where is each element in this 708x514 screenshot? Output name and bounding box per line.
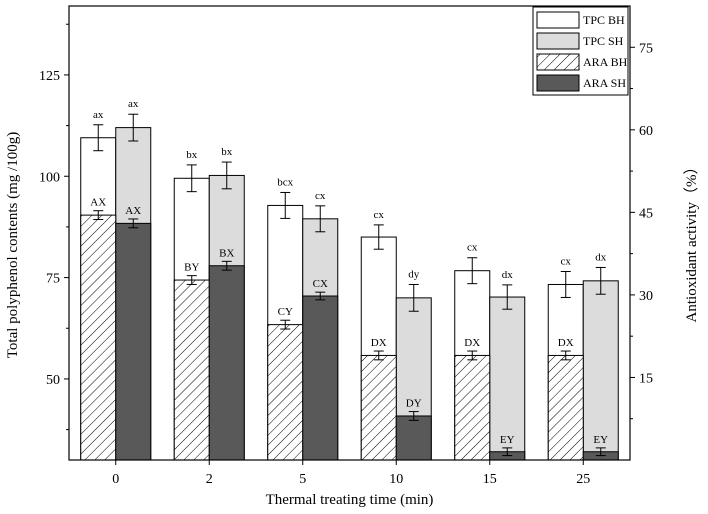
bars-layer: ax ax AX AX bx bx BY BX bcx cx CY CX cx dy DX DY cx dx DX E…: [80, 98, 619, 461]
x-tick-label: 0: [112, 472, 119, 487]
tpc-bh-error-bar: [186, 164, 197, 193]
tpc-sh-error-bar: [128, 113, 139, 142]
legend-label: ARA BH: [583, 55, 628, 69]
ara-sh-bar: [395, 415, 432, 461]
ara-bh-sig-label: CY: [278, 306, 293, 318]
legend-swatch: [536, 53, 580, 71]
ara-sh-sig-label: AX: [125, 205, 141, 217]
ara-bh-sig-label: AX: [90, 197, 106, 209]
tpc-sh-bar: [489, 296, 526, 461]
y2-tick-label: 30: [639, 289, 653, 304]
tpc-bh-sig-label: bcx: [277, 176, 293, 188]
ara-sh-sig-label: EY: [593, 434, 608, 446]
legend-label: ARA SH: [583, 76, 626, 90]
y-axis-title: Total polyphenol contents (mg /100g): [5, 132, 21, 358]
ara-bh-error-bar: [373, 350, 384, 361]
y2-tick-label: 45: [639, 206, 653, 221]
x-axis-title: Thermal treating time (min): [266, 492, 434, 508]
legend-swatch: [536, 32, 580, 50]
y-tick-label: 100: [39, 170, 60, 185]
x-tick-label: 10: [389, 472, 403, 487]
ara-bh-bar: [454, 354, 491, 461]
tpc-bh-sig-label: cx: [467, 242, 478, 254]
ara-sh-error-bar: [128, 218, 139, 229]
tpc-bh-error-bar: [280, 191, 291, 219]
ara-bh-bar: [547, 354, 584, 461]
tpc-bh-error-bar: [93, 124, 104, 152]
x-tick-label: 15: [483, 472, 497, 487]
tpc-sh-sig-label: cx: [315, 190, 326, 202]
tpc-sh-sig-label: ax: [128, 98, 139, 110]
tpc-bh-error-bar: [467, 257, 478, 285]
ara-sh-sig-label: CX: [313, 278, 328, 290]
legend: TPC BH TPC SH ARA BH ARA SH: [532, 6, 629, 96]
ara-bh-error-bar: [560, 350, 571, 361]
ara-bh-error-bar: [280, 319, 291, 330]
ara-bh-bar: [360, 354, 397, 461]
tpc-sh-sig-label: bx: [221, 146, 233, 158]
legend-label: TPC BH: [583, 13, 625, 27]
plot-frame: [68, 5, 631, 461]
tpc-sh-error-bar: [595, 266, 606, 295]
ara-bh-error-bar: [93, 210, 104, 221]
legend-label: TPC SH: [583, 34, 624, 48]
tpc-bh-sig-label: bx: [186, 149, 198, 161]
ara-sh-sig-label: EY: [500, 434, 515, 446]
y2-axis-title: Antioxidant activity（%）: [683, 160, 700, 323]
ara-sh-error-bar: [221, 260, 232, 271]
tpc-sh-sig-label: dx: [502, 269, 514, 281]
y2-tick-label: 60: [639, 124, 653, 139]
tpc-bh-sig-label: cx: [374, 209, 385, 221]
ara-bh-bar: [80, 214, 117, 461]
ara-sh-sig-label: BX: [219, 247, 234, 259]
ara-sh-bar: [208, 265, 245, 461]
y-tick-label: 75: [46, 272, 60, 287]
ara-bh-bar: [173, 279, 210, 461]
ara-sh-error-bar: [502, 447, 513, 457]
tpc-sh-bar: [582, 280, 619, 461]
tpc-sh-sig-label: dy: [408, 268, 420, 280]
ara-sh-error-bar: [595, 447, 606, 457]
ara-sh-bar: [302, 295, 339, 461]
ara-bh-sig-label: DX: [464, 337, 480, 349]
ara-sh-error-bar: [408, 411, 419, 421]
tpc-bh-sig-label: cx: [561, 256, 572, 268]
ara-bh-error-bar: [467, 350, 478, 361]
ara-sh-bar: [115, 222, 152, 461]
tpc-bh-error-bar: [373, 224, 384, 250]
tpc-sh-error-bar: [315, 205, 326, 233]
tpc-bh-error-bar: [560, 271, 571, 298]
tpc-bh-sig-label: ax: [93, 109, 104, 121]
y2-tick-label: 15: [639, 371, 653, 386]
ara-bh-bar: [267, 324, 304, 461]
x-tick-label: 5: [299, 472, 306, 487]
tpc-sh-error-bar: [221, 161, 232, 190]
ara-bh-error-bar: [186, 275, 197, 285]
ara-sh-sig-label: DY: [406, 398, 422, 410]
x-tick-label: 25: [576, 472, 590, 487]
tpc-sh-error-bar: [502, 284, 513, 310]
x-tick-label: 2: [206, 472, 213, 487]
ara-sh-error-bar: [315, 291, 326, 301]
y2-tick-label: 75: [639, 41, 653, 56]
ara-bh-sig-label: BY: [184, 262, 199, 274]
tpc-sh-error-bar: [408, 283, 419, 312]
y-tick-label: 50: [46, 373, 60, 388]
y-tick-label: 125: [39, 69, 60, 84]
tpc-sh-sig-label: dx: [595, 251, 607, 263]
ara-bh-sig-label: DX: [371, 337, 387, 349]
ara-bh-sig-label: DX: [558, 337, 574, 349]
legend-swatch: [536, 11, 580, 29]
legend-swatch: [536, 74, 580, 92]
